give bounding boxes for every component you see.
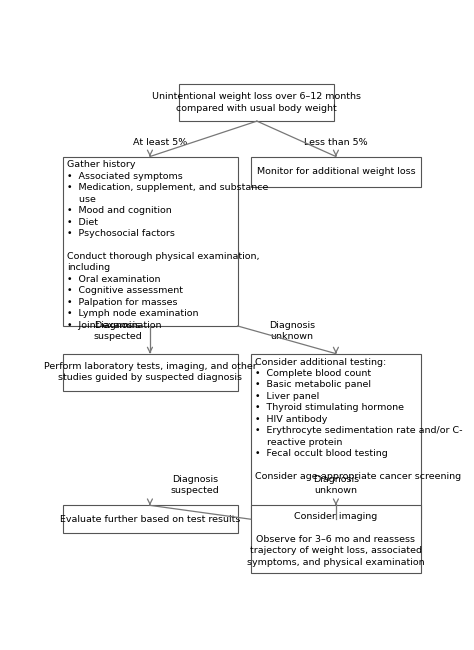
Text: Less than 5%: Less than 5% [304,138,368,147]
Text: Unintentional weight loss over 6–12 months
compared with usual body weight: Unintentional weight loss over 6–12 mont… [152,92,361,113]
Bar [251,505,421,573]
Bar [251,354,421,519]
Text: Diagnosis
suspected: Diagnosis suspected [171,474,219,495]
Bar [179,84,334,121]
Text: Diagnosis
suspected: Diagnosis suspected [93,320,142,341]
Text: At least 5%: At least 5% [133,138,187,147]
Text: Evaluate further based on test results: Evaluate further based on test results [60,515,240,524]
Bar [63,354,237,391]
Text: Diagnosis
unknown: Diagnosis unknown [313,474,359,495]
Text: Consider additional testing:
•  Complete blood count
•  Basic metabolic panel
• : Consider additional testing: • Complete … [255,358,462,481]
Bar [251,157,421,187]
Bar [63,157,237,326]
Text: Monitor for additional weight loss: Monitor for additional weight loss [256,168,415,176]
Text: Gather history
•  Associated symptoms
•  Medication, supplement, and substance
 : Gather history • Associated symptoms • M… [67,161,268,330]
Text: Consider imaging

Observe for 3–6 mo and reassess
trajectory of weight loss, ass: Consider imaging Observe for 3–6 mo and … [247,512,425,567]
Text: Perform laboratory tests, imaging, and other
studies guided by suspected diagnos: Perform laboratory tests, imaging, and o… [44,362,257,382]
Text: Diagnosis
unknown: Diagnosis unknown [269,320,315,341]
Bar [63,505,237,533]
